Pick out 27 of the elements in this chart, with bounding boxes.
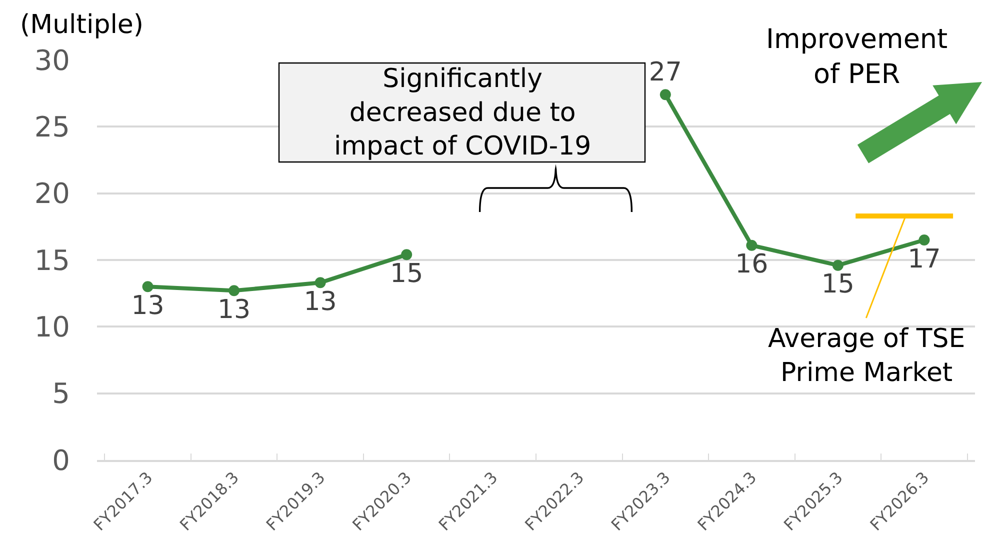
point <box>660 89 671 100</box>
data-label: 16 <box>735 250 768 280</box>
data-label: 13 <box>218 295 251 326</box>
annotation: Improvement of PER <box>766 24 948 90</box>
point <box>918 234 930 246</box>
y-tick-label: 5 <box>52 377 70 410</box>
y-axis-title: (Multiple) <box>20 10 144 40</box>
annotation: Significantly decreased due to impact of COVID-19 <box>334 64 592 162</box>
point <box>832 260 844 271</box>
data-label: 13 <box>304 287 337 318</box>
ref-line-label: Average of TSE Prime Market <box>768 324 966 388</box>
y-tick-label: 0 <box>52 444 70 477</box>
point <box>401 249 412 260</box>
data-label: 15 <box>390 259 424 290</box>
point <box>142 281 154 292</box>
y-tick-label: 30 <box>34 44 70 77</box>
y-tick-label: 15 <box>34 244 70 277</box>
y-tick-label: 25 <box>34 110 70 144</box>
point <box>314 277 326 288</box>
data-label: 13 <box>131 291 164 322</box>
point <box>228 285 240 296</box>
point <box>746 240 758 251</box>
y-tick-label: 20 <box>34 177 70 210</box>
data-label: 17 <box>908 244 941 274</box>
y-tick-label: 10 <box>34 310 70 344</box>
data-label: 27 <box>648 57 682 88</box>
data-label: 15 <box>821 270 854 300</box>
